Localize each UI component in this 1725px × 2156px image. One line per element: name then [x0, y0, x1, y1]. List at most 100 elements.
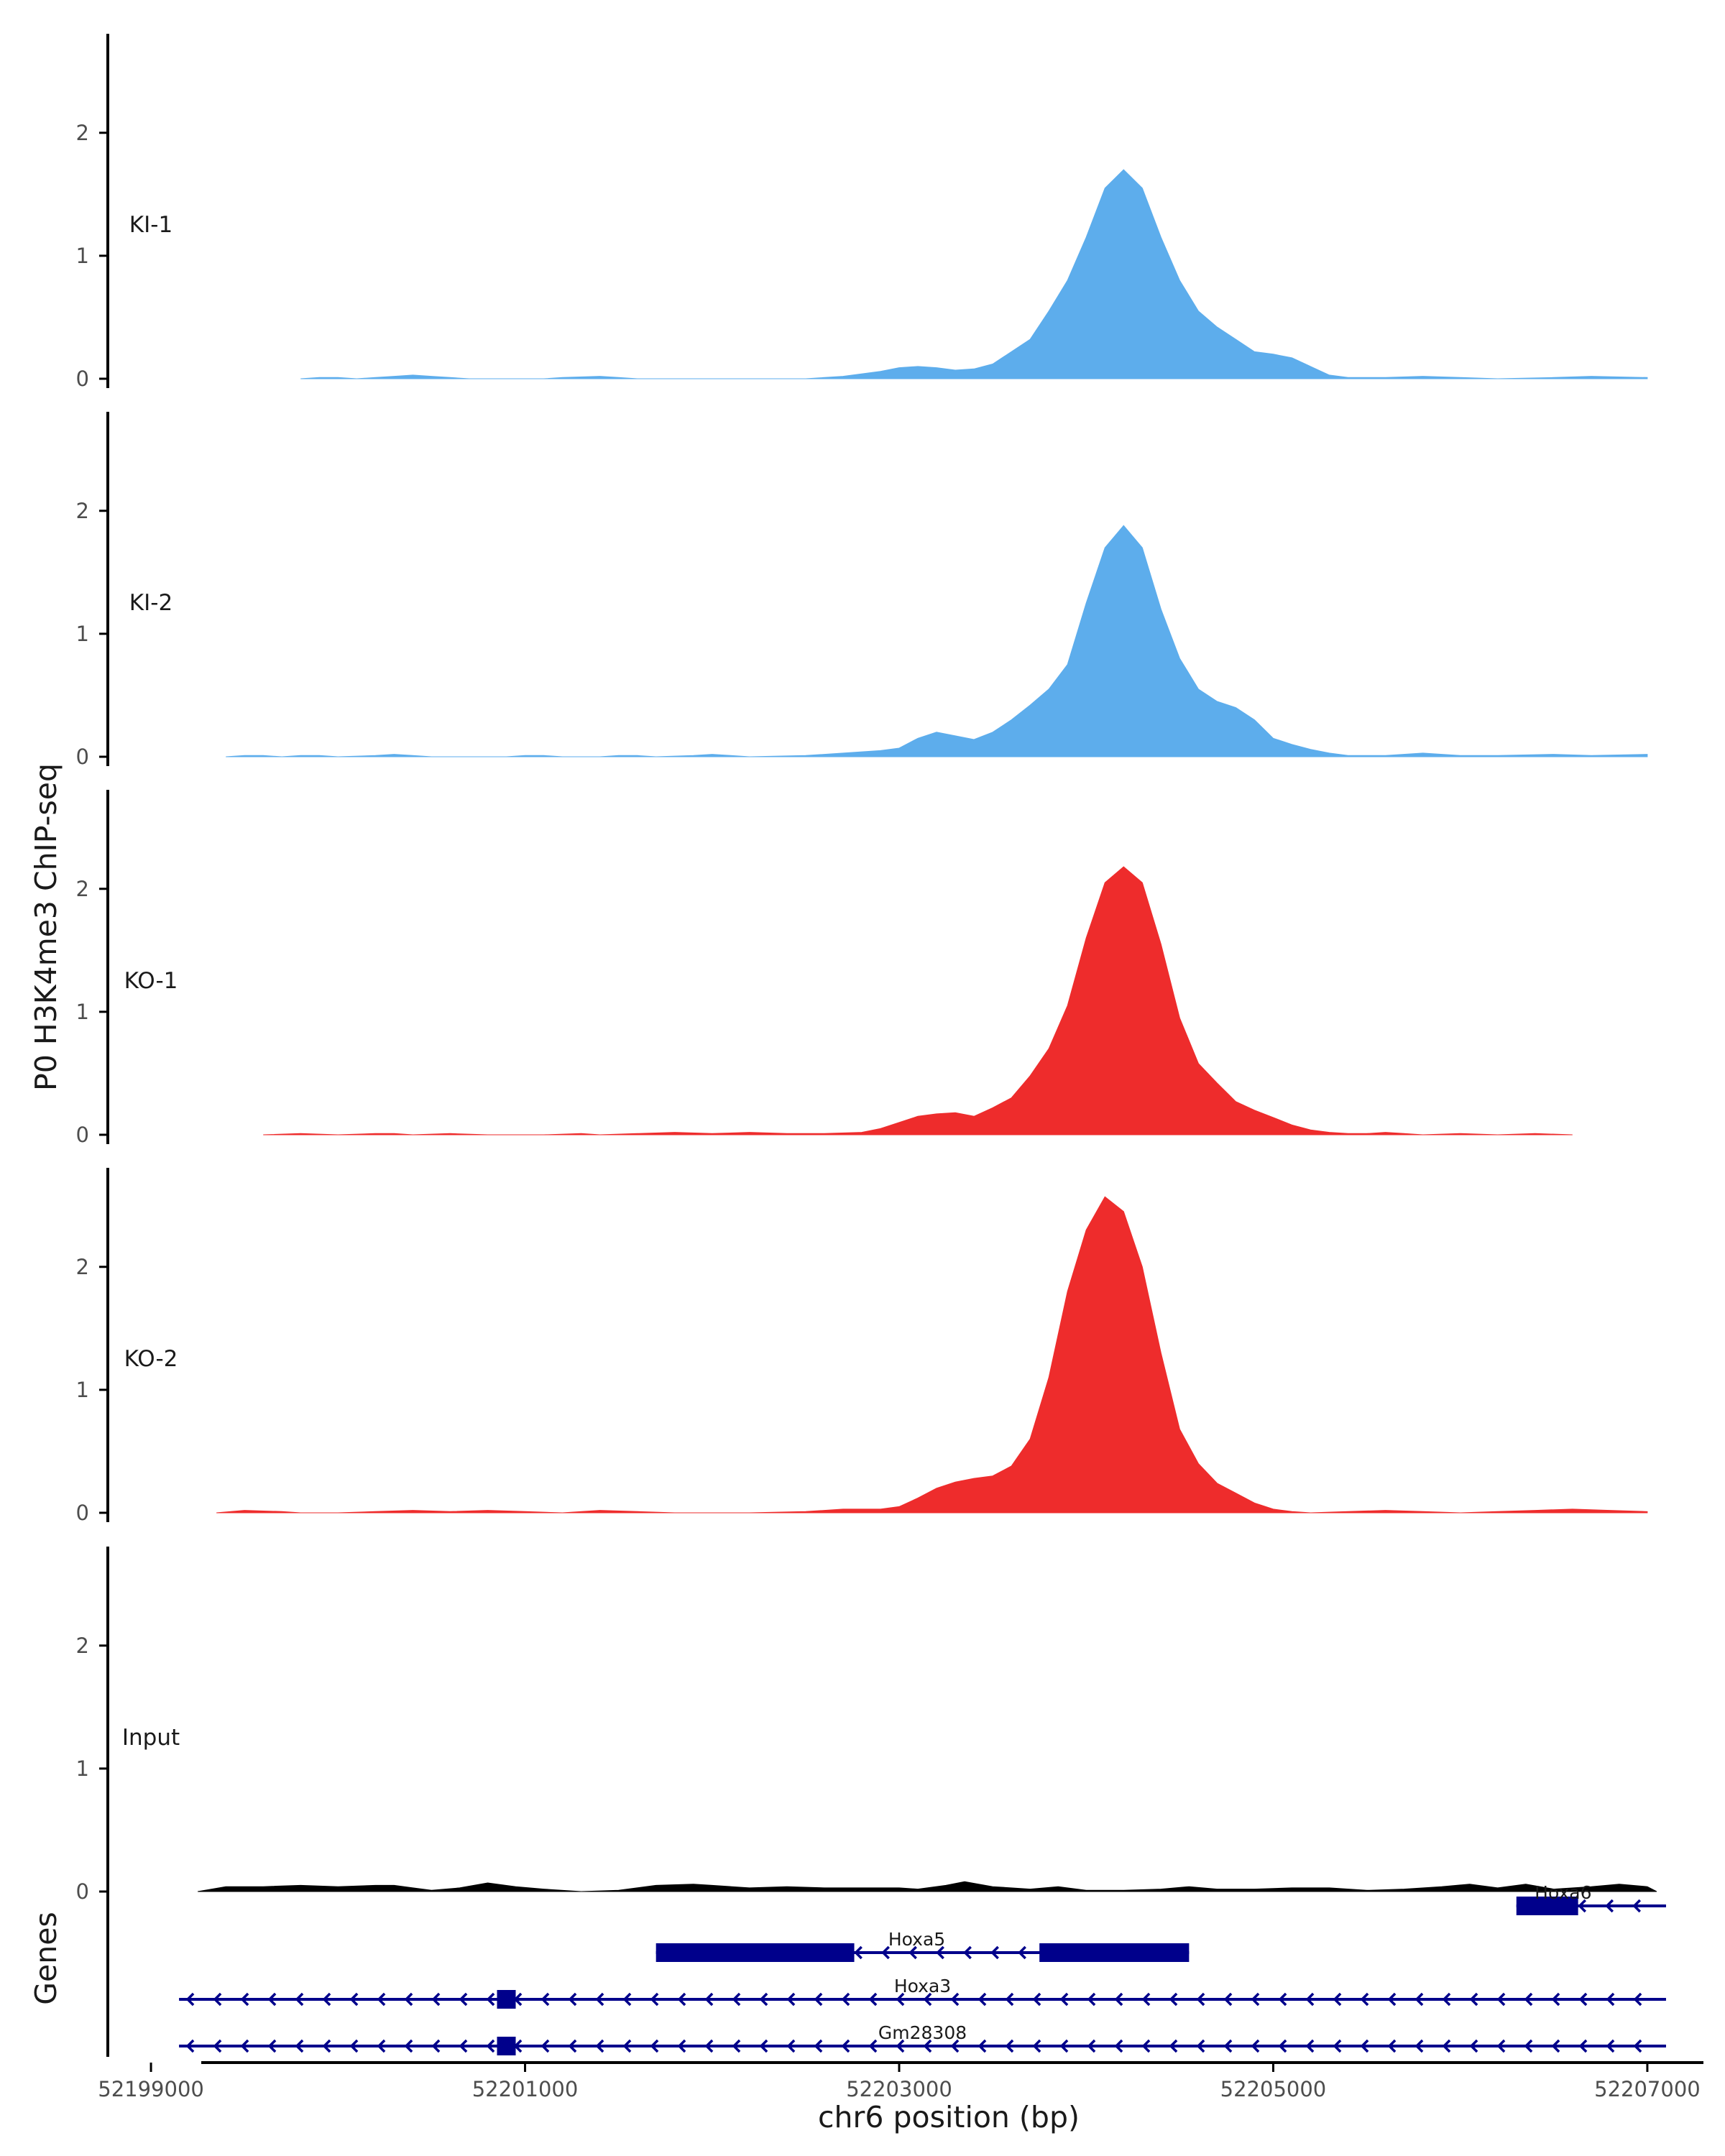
y-tick-label-ki-2-0: 0	[76, 745, 89, 769]
strand-arrow-gm28308	[568, 2039, 577, 2053]
strand-arrow-gm28308	[1524, 2039, 1533, 2053]
strand-arrow-hoxa5	[908, 1945, 917, 1960]
strand-arrow-hoxa3	[1278, 1992, 1287, 2007]
strand-arrow-hoxa3	[1333, 1992, 1342, 2007]
y-tick-label-ko-2-2: 2	[76, 1255, 89, 1279]
strand-arrow-hoxa3	[1387, 1992, 1397, 2007]
x-tick-label-52201000: 52201000	[472, 2077, 579, 2101]
y-tick-label-ki-1-0: 0	[76, 367, 89, 391]
strand-arrow-gm28308	[1387, 2039, 1397, 2053]
strand-arrow-gm28308	[595, 2039, 604, 2053]
strand-arrow-hoxa3	[950, 1992, 960, 2007]
strand-arrow-hoxa3	[1606, 1992, 1615, 2007]
strand-arrow-hoxa3	[1114, 1992, 1123, 2007]
exon-hoxa6-1	[1516, 1897, 1578, 1915]
x-axis: 52199000 52201000 52203000 52205000 52207000	[98, 2061, 1703, 2101]
strand-arrow-gm28308	[1032, 2039, 1041, 2053]
track-ki-1: 0 1 2 KI-1	[76, 34, 1648, 391]
gene-label-hoxa5: Hoxa5	[888, 1929, 945, 1950]
strand-arrow-hoxa3	[349, 1992, 359, 2007]
strand-arrow-hoxa3	[431, 1992, 441, 2007]
y-tick-label-ki-2-1: 1	[76, 622, 89, 646]
gene-hoxa3: Hoxa3	[179, 1976, 1666, 2009]
strand-arrow-hoxa3	[540, 1992, 550, 2007]
strand-arrow-hoxa3	[1578, 1992, 1588, 2007]
strand-arrow-hoxa3	[568, 1992, 577, 2007]
strand-arrow-gm28308	[841, 2039, 850, 2053]
strand-arrow-hoxa3	[459, 1992, 468, 2007]
strand-arrow-hoxa6	[1578, 1899, 1587, 1913]
strand-arrow-gm28308	[486, 2039, 495, 2053]
strand-arrow-gm28308	[1578, 2039, 1588, 2053]
strand-arrow-gm28308	[431, 2039, 441, 2053]
strand-arrow-hoxa3	[1524, 1992, 1533, 2007]
x-axis-title: chr6 position (bp)	[818, 2100, 1080, 2134]
strand-arrow-gm28308	[732, 2039, 741, 2053]
strand-arrow-hoxa3	[759, 1992, 768, 2007]
strand-arrow-hoxa3	[1551, 1992, 1560, 2007]
y-tick-label-input-0: 0	[76, 1879, 89, 1904]
strand-arrow-hoxa3	[622, 1992, 632, 2007]
strand-arrow-hoxa3	[1059, 1992, 1069, 2007]
track-input: 0 1 2 Input	[76, 1547, 1657, 1904]
strand-arrow-gm28308	[1496, 2039, 1506, 2053]
strand-arrow-hoxa3	[1223, 1992, 1233, 2007]
strand-arrow-gm28308	[786, 2039, 796, 2053]
strand-arrow-gm28308	[1551, 2039, 1560, 2053]
strand-arrow-hoxa5	[963, 1945, 972, 1960]
strand-arrow-gm28308	[1333, 2039, 1342, 2053]
strand-arrow-gm28308	[1442, 2039, 1451, 2053]
track-label-ki-1: KI-1	[129, 212, 172, 238]
strand-arrow-hoxa3	[377, 1992, 386, 2007]
strand-arrow-hoxa3	[213, 1992, 222, 2007]
strand-arrow-hoxa3	[841, 1992, 850, 2007]
x-tick-label-52205000: 52205000	[1220, 2077, 1327, 2101]
gene-gm28308: Gm28308	[179, 2022, 1666, 2055]
strand-arrow-hoxa3	[240, 1992, 249, 2007]
strand-arrow-hoxa3	[595, 1992, 604, 2007]
strand-arrow-gm28308	[1633, 2039, 1642, 2053]
x-tick-label-52199000: 52199000	[98, 2077, 204, 2101]
strand-arrow-gm28308	[868, 2039, 878, 2053]
strand-arrow-gm28308	[1278, 2039, 1287, 2053]
strand-arrow-hoxa3	[786, 1992, 796, 2007]
strand-arrow-gm28308	[240, 2039, 249, 2053]
coverage-area-ki-1	[300, 169, 1648, 379]
track-label-ko-2: KO-2	[124, 1346, 178, 1372]
strand-arrow-gm28308	[213, 2039, 222, 2053]
strand-arrow-gm28308	[978, 2039, 987, 2053]
x-tick-label-52203000: 52203000	[846, 2077, 952, 2101]
strand-arrow-gm28308	[1414, 2039, 1424, 2053]
strand-arrow-hoxa3	[814, 1992, 823, 2007]
strand-arrow-gm28308	[295, 2039, 304, 2053]
x-tick-label-52207000: 52207000	[1594, 2077, 1701, 2101]
strand-arrow-gm28308	[1141, 2039, 1151, 2053]
strand-arrow-hoxa3	[868, 1992, 878, 2007]
coverage-area-ko-2	[216, 1196, 1648, 1514]
track-ki-2: 0 1 2 KI-2	[76, 412, 1648, 769]
strand-arrow-gm28308	[622, 2039, 632, 2053]
strand-arrow-gm28308	[1606, 2039, 1615, 2053]
track-ko-2: 0 1 2 KO-2	[76, 1168, 1648, 1525]
strand-arrow-gm28308	[814, 2039, 823, 2053]
y-tick-label-ki-1-1: 1	[76, 244, 89, 268]
strand-arrow-gm28308	[677, 2039, 686, 2053]
strand-arrow-hoxa3	[1196, 1992, 1205, 2007]
strand-arrow-gm28308	[950, 2039, 960, 2053]
strand-arrow-hoxa3	[923, 1992, 932, 2007]
exon-hoxa5-2	[1039, 1943, 1190, 1962]
strand-arrow-gm28308	[1114, 2039, 1123, 2053]
coverage-area-ki-2	[226, 525, 1648, 757]
y-tick-label-ko-2-0: 0	[76, 1501, 89, 1525]
strand-arrow-gm28308	[923, 2039, 932, 2053]
strand-arrow-gm28308	[1251, 2039, 1260, 2053]
strand-arrow-hoxa5	[854, 1945, 862, 1960]
strand-arrow-hoxa3	[295, 1992, 304, 2007]
strand-arrow-hoxa3	[267, 1992, 277, 2007]
strand-arrow-gm28308	[1169, 2039, 1178, 2053]
strand-arrow-hoxa3	[1469, 1992, 1478, 2007]
gene-label-gm28308: Gm28308	[878, 2022, 967, 2043]
strand-arrow-hoxa3	[1251, 1992, 1260, 2007]
strand-arrow-hoxa6	[1632, 1899, 1642, 1913]
